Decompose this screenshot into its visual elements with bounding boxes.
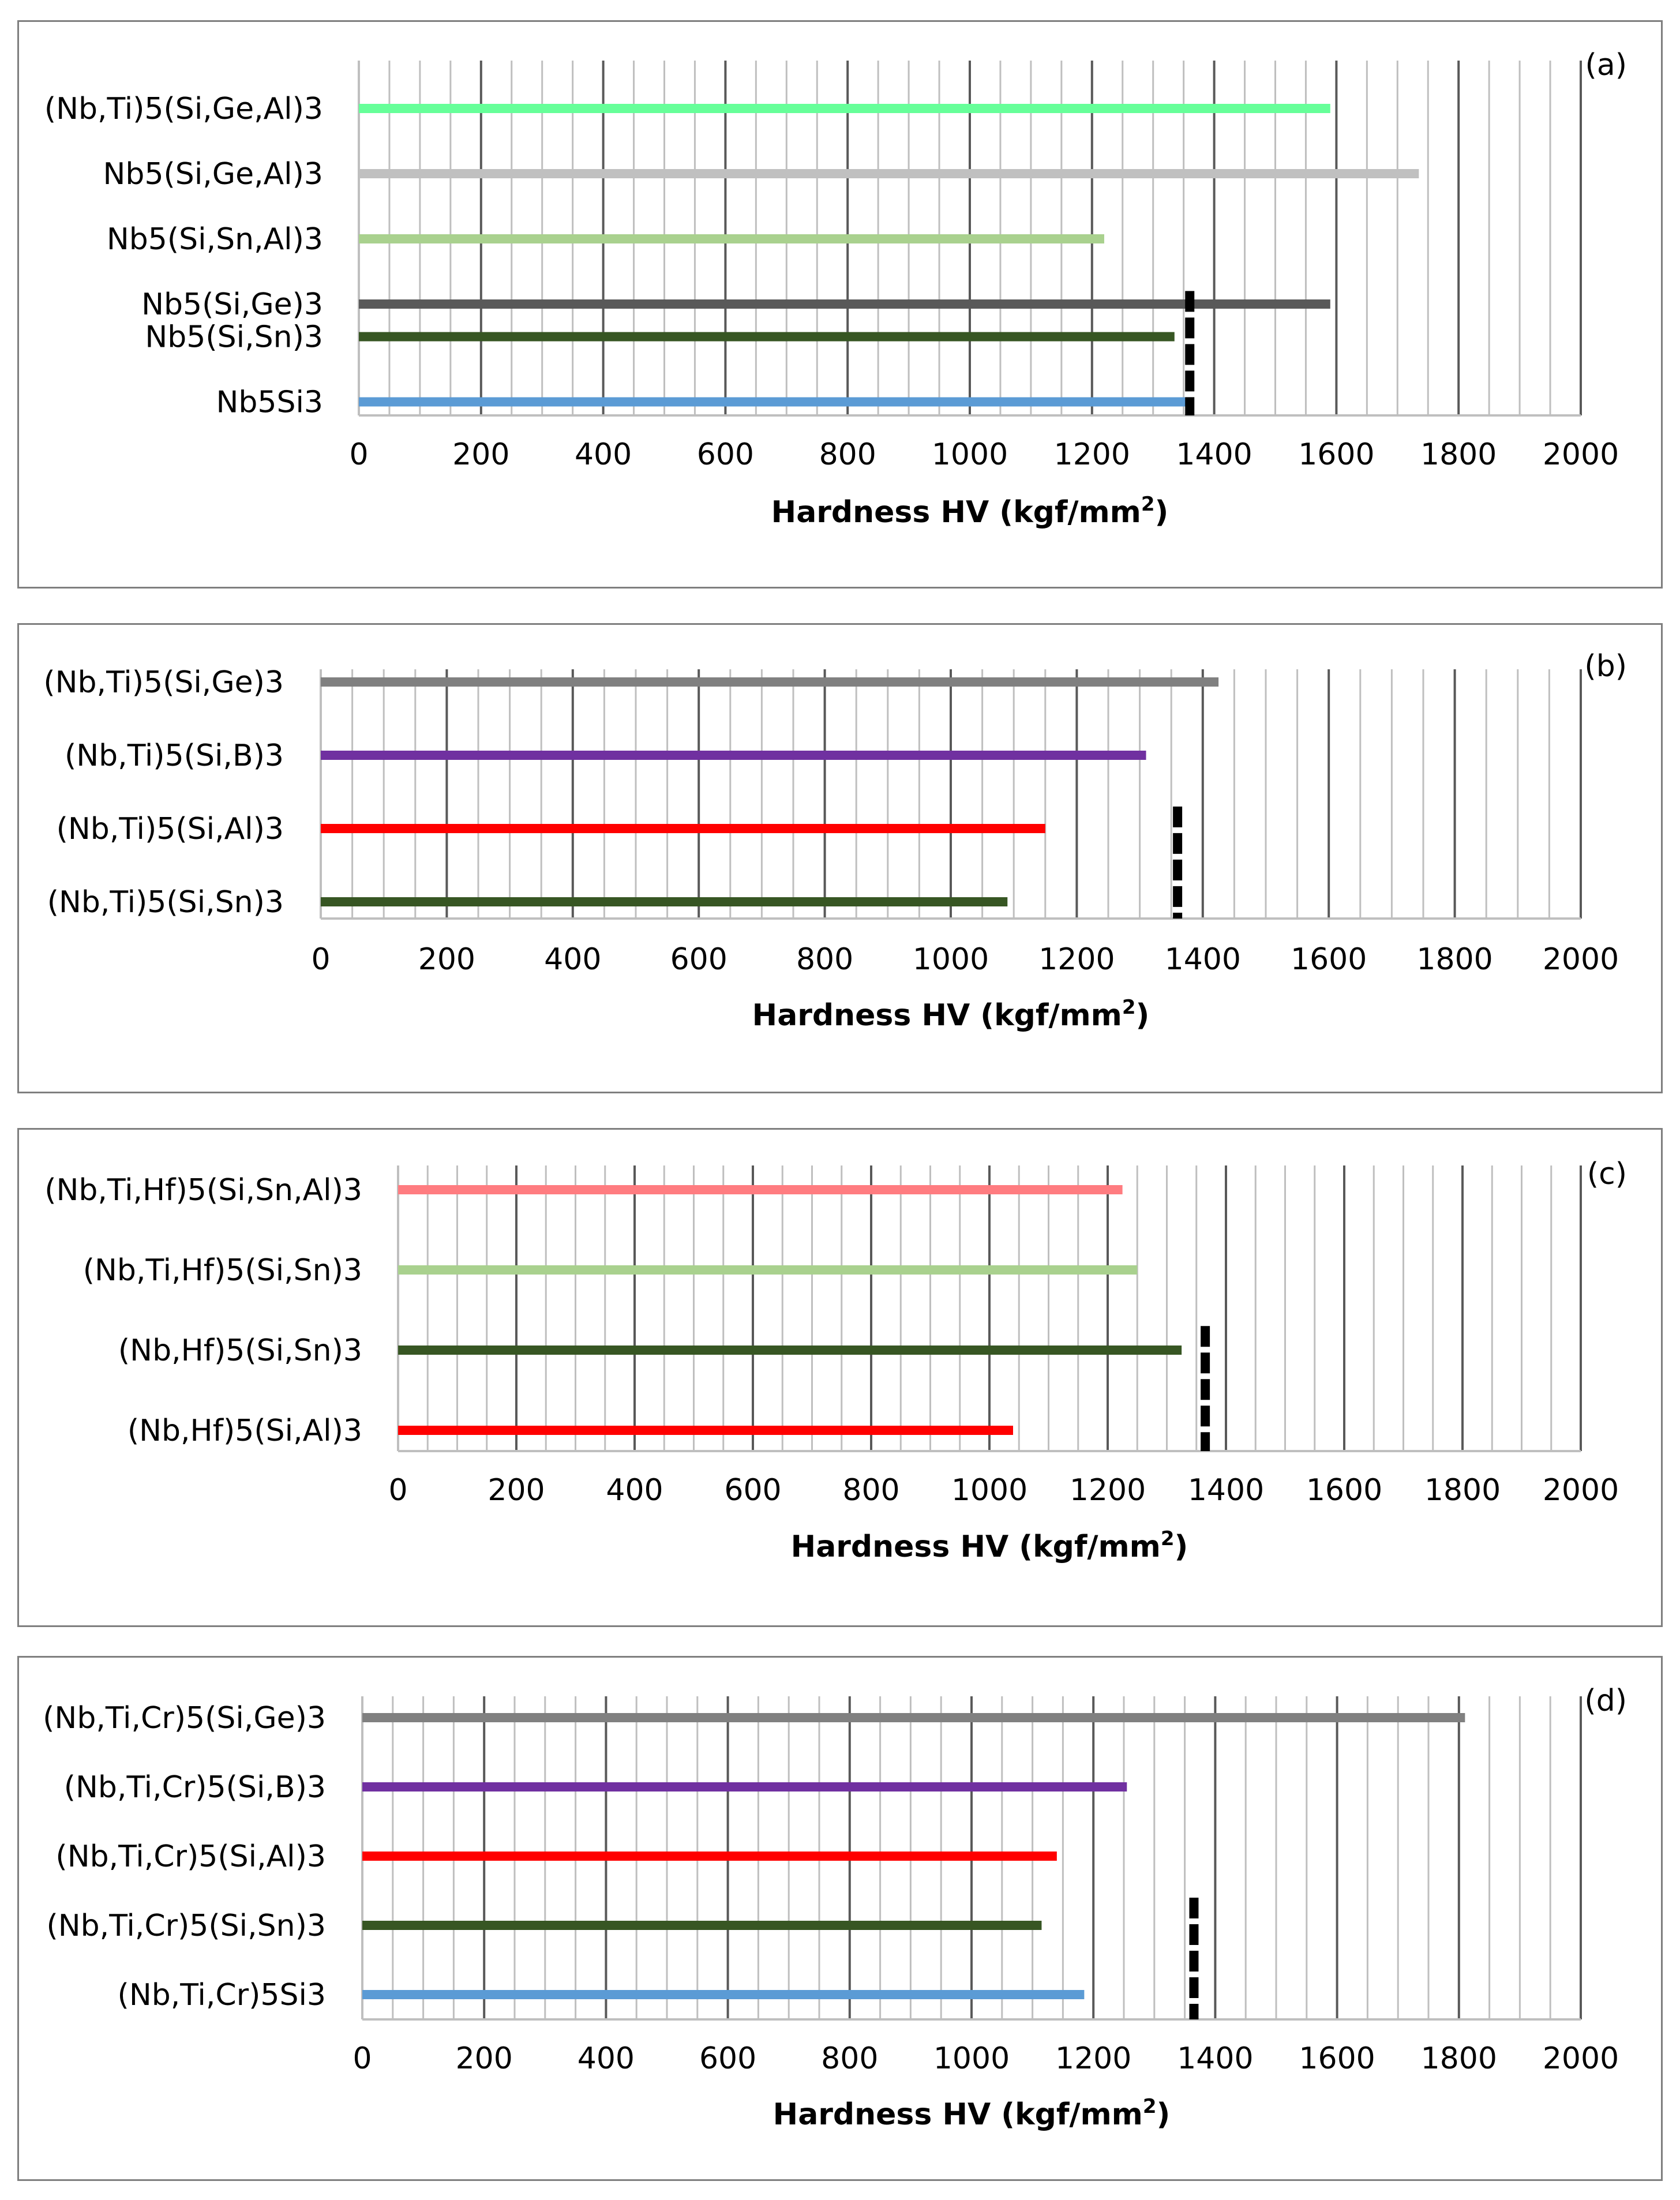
category-label: (Nb,Ti)5(Si,Al)3 xyxy=(57,812,284,846)
x-tick-label: 1600 xyxy=(1306,1473,1382,1508)
x-tick-label: 800 xyxy=(821,2041,878,2076)
panel-b-frame xyxy=(17,623,1663,1093)
category-label: Nb5(Si,Sn)3 xyxy=(145,320,323,355)
panel-label: (c) xyxy=(1587,1157,1627,1191)
x-tick-label: 1800 xyxy=(1420,437,1497,472)
x-tick-label: 600 xyxy=(699,2041,756,2076)
x-tick-label: 1200 xyxy=(1038,942,1115,977)
x-tick-label: 1400 xyxy=(1177,2041,1253,2076)
category-label: Nb5(Si,Ge)3 xyxy=(141,287,323,322)
x-tick-label: 1400 xyxy=(1188,1473,1264,1508)
category-label: (Nb,Ti,Hf)5(Si,Sn,Al)3 xyxy=(44,1173,362,1208)
x-tick-label: 200 xyxy=(456,2041,513,2076)
x-tick-label: 600 xyxy=(697,437,754,472)
x-tick-label: 0 xyxy=(352,2041,372,2076)
panel-label: (a) xyxy=(1585,48,1627,83)
x-axis-title: Hardness HV (kgf/mm2) xyxy=(791,1527,1188,1564)
category-label: (Nb,Hf)5(Si,Sn)3 xyxy=(118,1333,362,1368)
x-tick-label: 1600 xyxy=(1291,942,1367,977)
x-tick-label: 1000 xyxy=(933,2041,1010,2076)
x-axis-title: Hardness HV (kgf/mm2) xyxy=(771,493,1169,530)
x-tick-label: 800 xyxy=(842,1473,899,1508)
chart-panel-a: (Nb,Ti)5(Si,Ge,Al)3 Nb5(Si,Ge,Al)3 Nb5(Si,… xyxy=(44,48,1627,530)
x-tick-label: 1600 xyxy=(1299,2041,1375,2076)
x-tick-label: 600 xyxy=(670,942,727,977)
x-tick-label: 1000 xyxy=(913,942,989,977)
x-tick-label: 200 xyxy=(418,942,475,977)
x-tick-label: 1800 xyxy=(1424,1473,1501,1508)
x-axis-title: Hardness HV (kgf/mm2) xyxy=(773,2095,1171,2132)
x-tick-label: 400 xyxy=(578,2041,635,2076)
x-tick-label: 400 xyxy=(575,437,632,472)
category-label: Nb5Si3 xyxy=(216,385,323,420)
category-label: (Nb,Ti,Cr)5Si3 xyxy=(118,1978,326,2012)
chart-panel-d: (Nb,Ti,Cr)5(Si,Ge)3 (Nb,Ti,Cr)5(Si,B)3 (Nb… xyxy=(43,1684,1627,2132)
category-label: (Nb,Ti,Cr)5(Si,Sn)3 xyxy=(46,1909,326,1943)
panel-label: (b) xyxy=(1584,649,1627,684)
x-tick-label: 1400 xyxy=(1165,942,1241,977)
chart-panel-b: (Nb,Ti)5(Si,Ge)3 (Nb,Ti)5(Si,B)3 (Nb,Ti)5(… xyxy=(43,649,1627,1033)
category-label: (Nb,Ti)5(Si,Ge)3 xyxy=(43,665,284,700)
category-label: (Nb,Ti)5(Si,B)3 xyxy=(65,739,284,773)
x-tick-label: 1200 xyxy=(1070,1473,1146,1508)
panel-d-frame xyxy=(17,1656,1663,2181)
x-tick-label: 800 xyxy=(796,942,853,977)
x-tick-label: 1000 xyxy=(951,1473,1028,1508)
x-tick-label: 2000 xyxy=(1543,942,1619,977)
x-tick-label: 400 xyxy=(544,942,601,977)
x-tick-label: 2000 xyxy=(1543,437,1619,472)
category-label: Nb5(Si,Ge,Al)3 xyxy=(103,157,323,192)
category-label: (Nb,Hf)5(Si,Al)3 xyxy=(127,1414,362,1448)
x-tick-label: 200 xyxy=(452,437,509,472)
x-tick-label: 1600 xyxy=(1298,437,1374,472)
x-tick-label: 1800 xyxy=(1421,2041,1497,2076)
category-label: (Nb,Ti,Cr)5(Si,Al)3 xyxy=(55,1839,326,1874)
category-label: (Nb,Ti)5(Si,Sn)3 xyxy=(47,885,284,920)
x-tick-label: 2000 xyxy=(1543,2041,1619,2076)
panel-c-frame xyxy=(17,1128,1663,1627)
x-tick-label: 0 xyxy=(388,1473,407,1508)
x-tick-label: 200 xyxy=(487,1473,545,1508)
x-tick-label: 800 xyxy=(819,437,876,472)
category-label: Nb5(Si,Sn,Al)3 xyxy=(107,222,323,257)
category-label: (Nb,Ti,Cr)5(Si,Ge)3 xyxy=(43,1701,326,1736)
x-axis-title: Hardness HV (kgf/mm2) xyxy=(752,996,1150,1033)
category-label: (Nb,Ti)5(Si,Ge,Al)3 xyxy=(44,92,323,126)
category-label: (Nb,Ti,Hf)5(Si,Sn)3 xyxy=(83,1253,362,1288)
x-tick-label: 1800 xyxy=(1416,942,1492,977)
x-tick-label: 1200 xyxy=(1054,437,1130,472)
x-tick-label: 0 xyxy=(311,942,330,977)
x-tick-label: 1200 xyxy=(1055,2041,1131,2076)
x-tick-label: 2000 xyxy=(1543,1473,1619,1508)
x-tick-label: 400 xyxy=(606,1473,663,1508)
x-tick-label: 1000 xyxy=(932,437,1008,472)
chart-panel-c: (Nb,Ti,Hf)5(Si,Sn,Al)3 (Nb,Ti,Hf)5(Si,Sn)… xyxy=(44,1157,1627,1564)
x-tick-label: 0 xyxy=(349,437,368,472)
x-tick-label: 1400 xyxy=(1176,437,1252,472)
category-label: (Nb,Ti,Cr)5(Si,B)3 xyxy=(64,1770,326,1805)
x-tick-label: 600 xyxy=(724,1473,781,1508)
panel-label: (d) xyxy=(1584,1684,1627,1718)
